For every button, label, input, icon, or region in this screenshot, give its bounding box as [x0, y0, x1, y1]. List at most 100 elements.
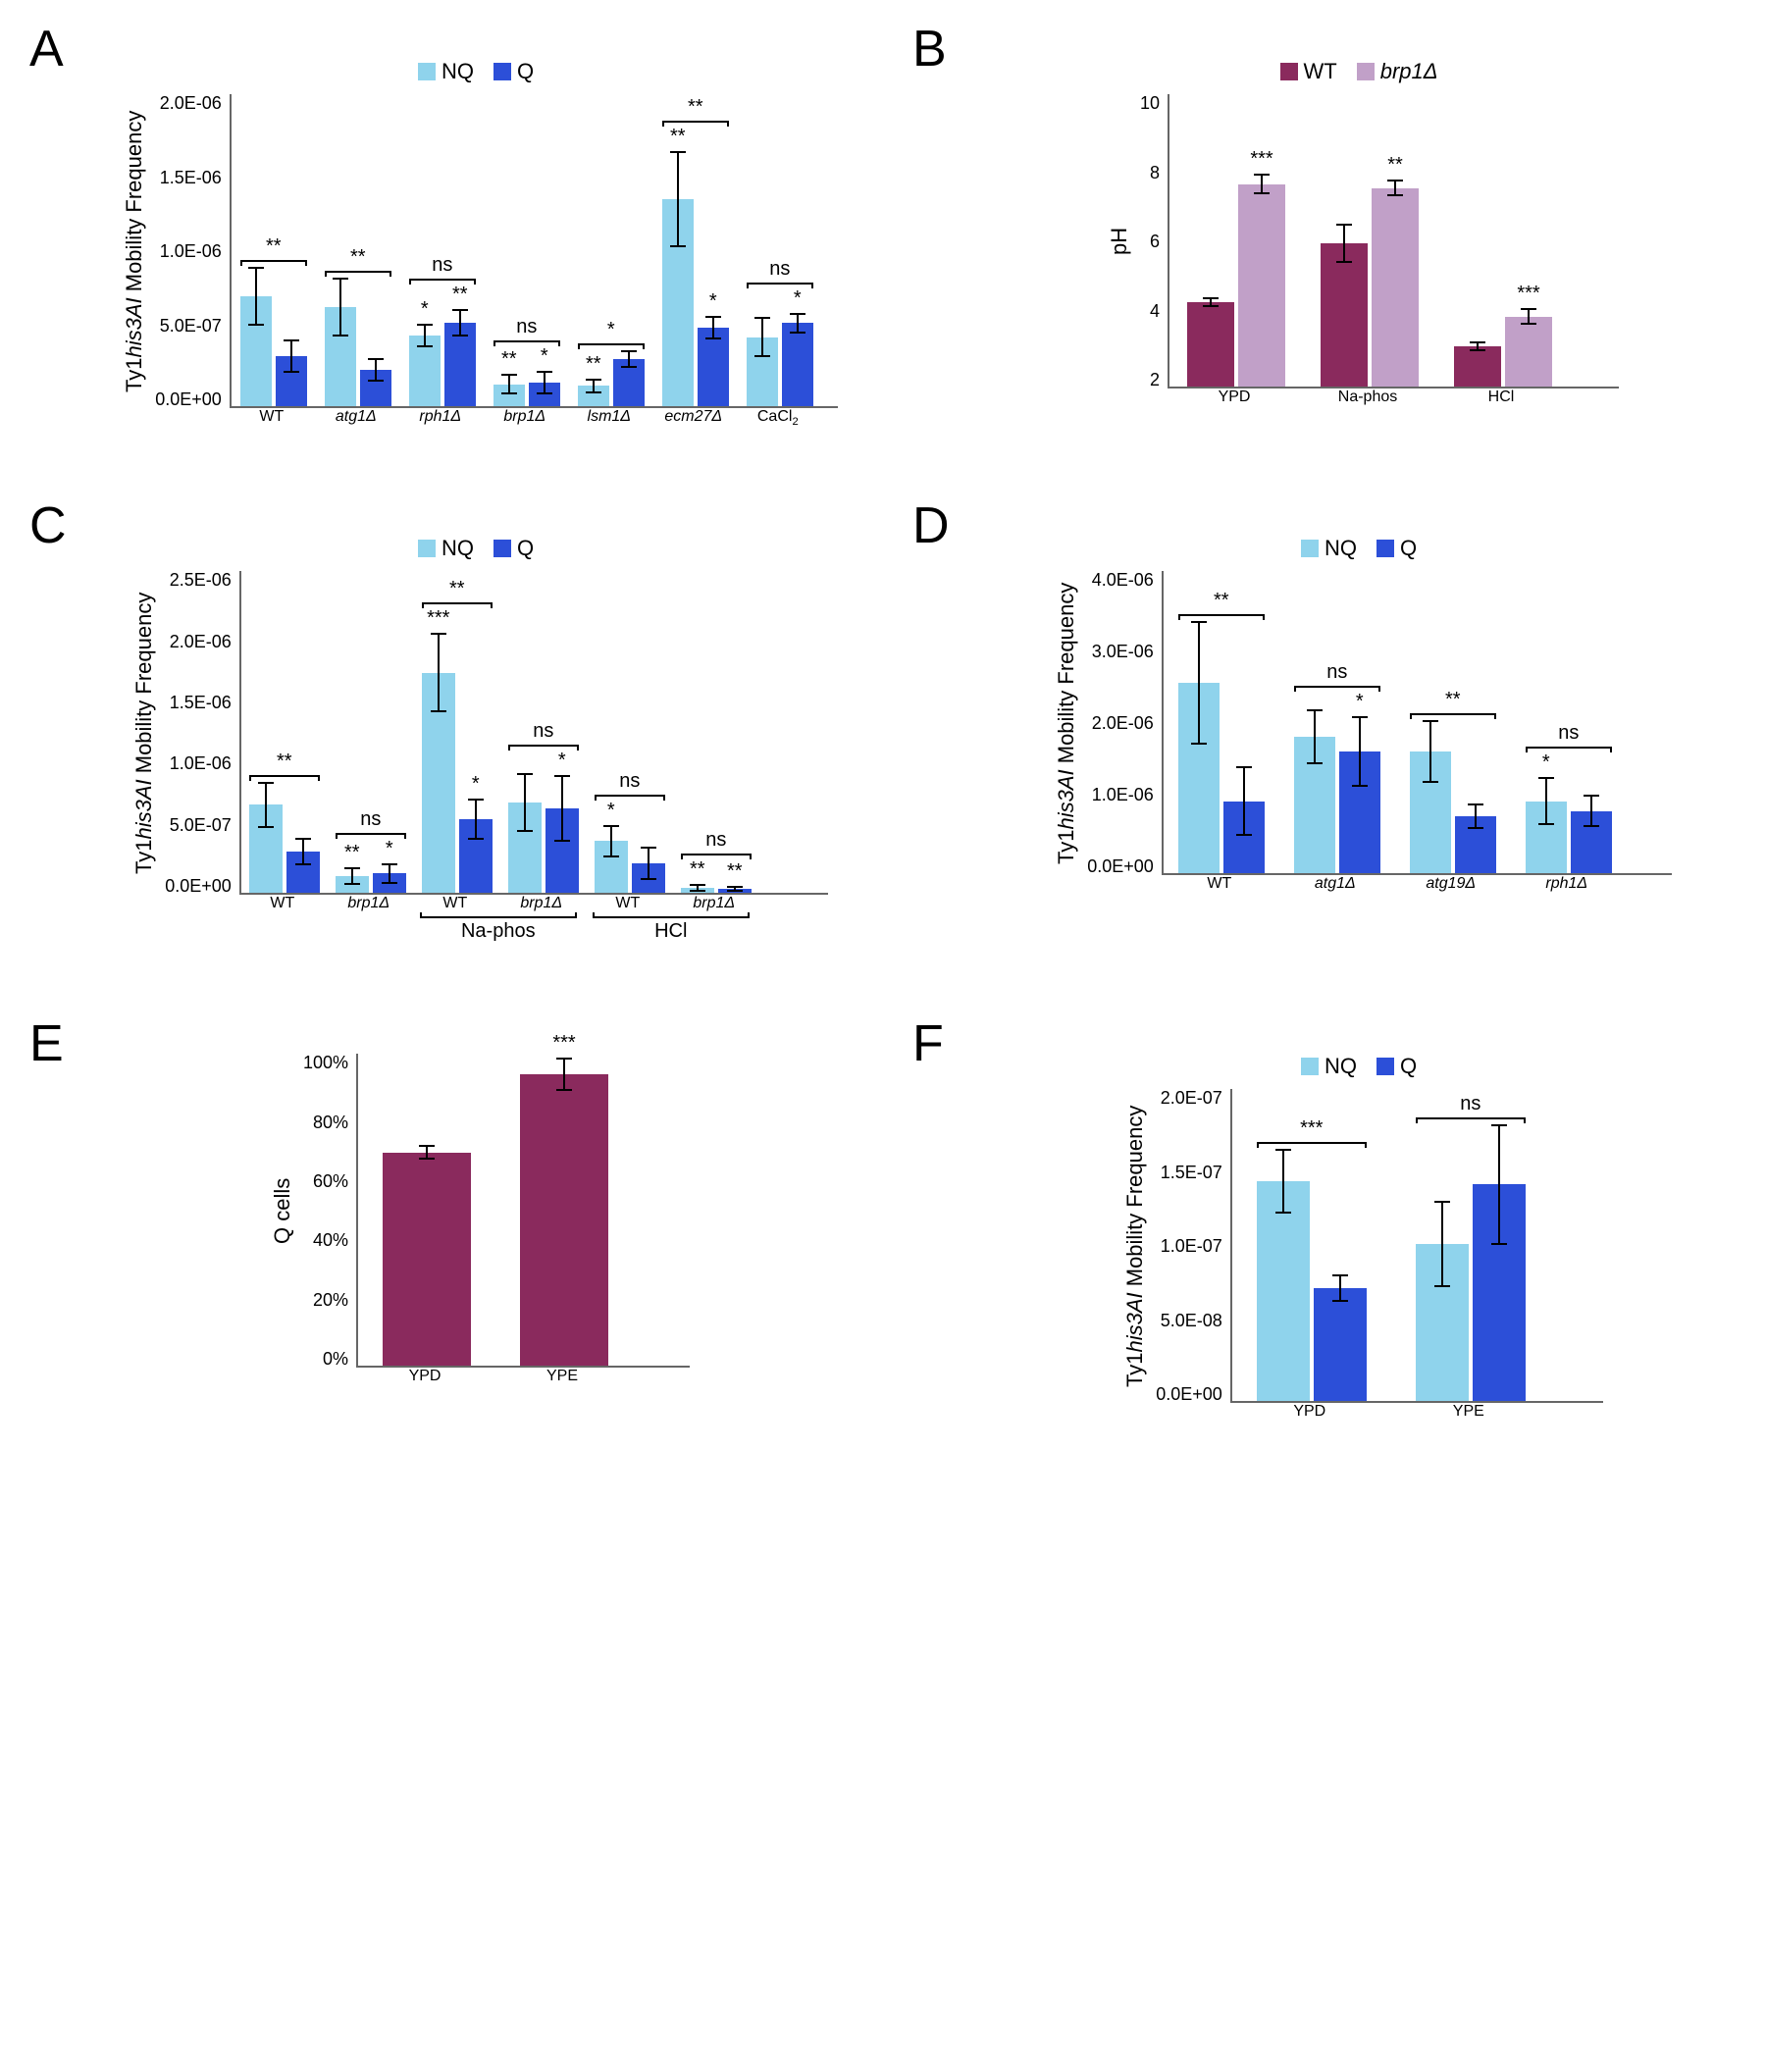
group-significance: ns [508, 720, 579, 743]
error-cap [1468, 827, 1483, 829]
y-tick: 20% [303, 1291, 348, 1309]
error-cap [1254, 192, 1270, 194]
y-tick: 80% [303, 1114, 348, 1131]
error-cap [517, 830, 533, 832]
error-cap [537, 392, 552, 394]
bar [383, 1153, 471, 1367]
panel-label-c: C [29, 496, 67, 555]
comparison-brace [249, 775, 320, 777]
x-labels-wrap: pH108642YPDNa-phosHCl [1099, 388, 1619, 406]
error-cap [621, 350, 637, 352]
group-bracket: Na-phos [420, 916, 577, 943]
error-cap [344, 883, 360, 885]
chart-b: WTbrp1ΔpH108642********pH108642YPDNa-pho… [981, 59, 1737, 406]
error-cap [417, 345, 433, 347]
legend-item: Q [1376, 536, 1417, 561]
y-tick: 100% [303, 1054, 348, 1071]
significance-marker: ** [344, 842, 360, 864]
error-cap [1584, 825, 1599, 827]
legend-swatch [1301, 540, 1319, 557]
y-axis-label: Ty1his3AI Mobility Frequency [114, 94, 155, 408]
x-labels-wrap: Ty1his3AI Mobility Frequency2.0E-071.5E-… [1115, 1403, 1603, 1421]
y-axis-label: Ty1his3AI Mobility Frequency [1046, 571, 1087, 875]
bar [1187, 302, 1234, 387]
error-cap [419, 1158, 435, 1160]
error-cap [790, 332, 805, 334]
bar: ** [718, 889, 752, 893]
error-cap [1191, 621, 1207, 623]
x-label: CaCl2 [745, 408, 811, 428]
error-cap [621, 366, 637, 368]
error-bar [1394, 181, 1396, 195]
bar: * [595, 841, 628, 893]
x-label: WT [238, 408, 305, 428]
bar: ** [493, 385, 525, 406]
bar: ** [1372, 188, 1419, 388]
y-tick: 1.5E-06 [165, 694, 232, 711]
y-axis-label: Ty1his3AI Mobility Frequency [1115, 1089, 1156, 1403]
error-cap [1521, 308, 1536, 310]
bar [632, 863, 665, 893]
error-cap [468, 838, 484, 840]
error-cap [1332, 1274, 1348, 1276]
x-labels-wrap: Ty1his3AI Mobility Frequency2.5E-062.0E-… [124, 895, 828, 946]
error-cap [603, 855, 619, 857]
y-tick: 5.0E-08 [1156, 1312, 1222, 1329]
error-cap [705, 316, 721, 318]
significance-marker: *** [1517, 283, 1539, 305]
legend-label: NQ [442, 59, 474, 84]
error-bar [648, 848, 649, 879]
bar-group [383, 1153, 471, 1367]
y-tick: 10 [1140, 94, 1160, 112]
plot-area: Ty1his3AI Mobility Frequency2.0E-071.5E-… [1115, 1089, 1603, 1403]
bars-area: ***ns***ns [1162, 571, 1672, 875]
x-label: YPE [518, 1368, 606, 1385]
bar [286, 852, 320, 893]
bar-group: *ns [1526, 802, 1612, 874]
panel-a: A NQQTy1his3AI Mobility Frequency2.0E-06… [29, 29, 854, 428]
error-cap [1275, 1149, 1291, 1151]
y-axis-ticks: 2.5E-062.0E-061.5E-061.0E-065.0E-070.0E+… [165, 571, 239, 895]
chart-legend: NQQ [1301, 1054, 1417, 1079]
x-label: YPD [1255, 1403, 1365, 1421]
bar-group: ** [249, 804, 320, 893]
error-cap [333, 278, 348, 280]
error-cap [248, 267, 264, 269]
error-bar [389, 864, 390, 882]
error-cap [1307, 709, 1323, 711]
panel-c: C NQQTy1his3AI Mobility Frequency2.5E-06… [29, 506, 854, 946]
group-significance: ns [409, 254, 476, 277]
error-bar [1282, 1150, 1284, 1213]
bar-rect [1187, 302, 1234, 387]
y-tick: 8 [1140, 164, 1160, 181]
error-bar [1359, 717, 1361, 786]
bar [1473, 1184, 1526, 1401]
group-significance: ns [681, 829, 752, 852]
error-cap [1470, 349, 1485, 351]
bar [508, 803, 542, 893]
error-cap [670, 245, 686, 247]
legend-label: NQ [1324, 1054, 1357, 1079]
comparison-brace [336, 833, 406, 835]
error-cap [1203, 305, 1219, 307]
group-significance: ns [1416, 1093, 1526, 1115]
error-bar [1545, 778, 1547, 824]
error-cap [501, 392, 517, 394]
y-tick: 40% [303, 1231, 348, 1249]
bars-area: ***ns [1230, 1089, 1603, 1403]
error-cap [1491, 1124, 1507, 1126]
y-tick: 1.0E-07 [1156, 1237, 1222, 1255]
significance-marker: * [541, 345, 548, 368]
error-bar [628, 351, 630, 367]
bar: *** [520, 1074, 608, 1367]
error-bar [610, 826, 612, 857]
legend-swatch [418, 63, 436, 80]
legend-label: WT [1304, 59, 1337, 84]
y-tick: 1.0E-06 [1087, 786, 1154, 803]
error-cap [333, 335, 348, 337]
significance-marker: ** [501, 348, 517, 371]
y-tick: 0.0E+00 [155, 390, 222, 408]
error-bar [1590, 796, 1592, 826]
x-label: WT [247, 895, 318, 912]
bar: ** [336, 876, 369, 893]
